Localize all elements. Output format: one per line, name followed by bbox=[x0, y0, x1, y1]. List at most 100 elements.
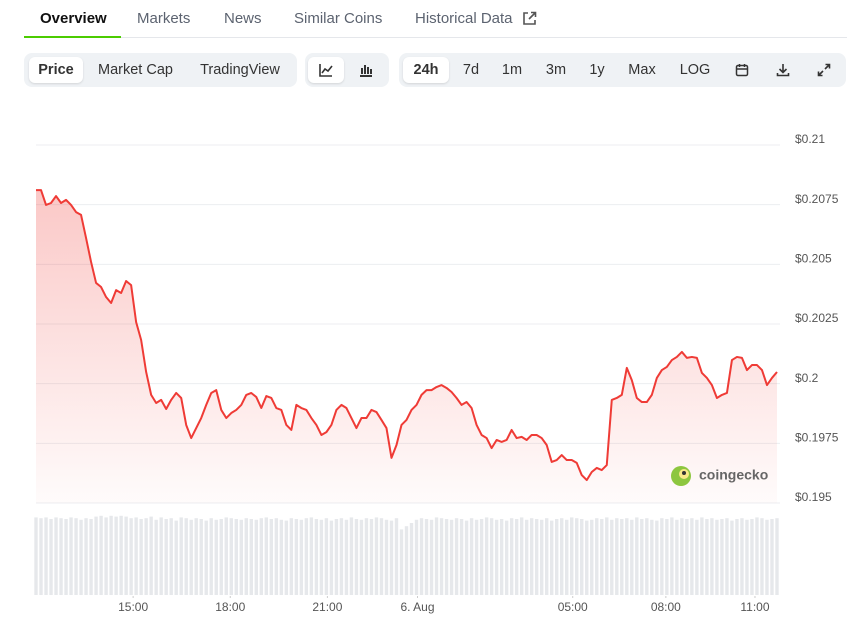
volume-bar bbox=[514, 519, 519, 595]
chart-type-button[interactable]: TradingView bbox=[200, 62, 280, 78]
volume-bar bbox=[129, 518, 133, 595]
volume-bar bbox=[369, 519, 374, 595]
volume-bar bbox=[695, 519, 699, 595]
range-button[interactable]: 7d bbox=[462, 62, 480, 78]
fullscreen-button[interactable] bbox=[811, 57, 837, 83]
volume-bar bbox=[269, 519, 274, 595]
volume-bar bbox=[770, 519, 774, 595]
volume-bar bbox=[204, 520, 208, 595]
download-button[interactable] bbox=[770, 57, 796, 83]
volume-bar bbox=[544, 518, 549, 595]
calendar-button[interactable] bbox=[729, 57, 755, 83]
volume-bar bbox=[459, 519, 464, 595]
volume-bar bbox=[675, 519, 679, 595]
volume-bar bbox=[705, 519, 709, 595]
volume-bar bbox=[294, 519, 299, 595]
volume-bar bbox=[499, 519, 504, 595]
range-button[interactable]: 3m bbox=[545, 62, 567, 78]
range-button[interactable]: 1m bbox=[501, 62, 523, 78]
volume-bar bbox=[199, 519, 203, 595]
volume-bar bbox=[740, 518, 744, 595]
volume-bar bbox=[625, 518, 629, 595]
tab[interactable]: Overview bbox=[40, 10, 107, 27]
x-tick-label: 15:00 bbox=[118, 600, 148, 614]
volume-bar bbox=[660, 518, 664, 595]
volume-bar bbox=[685, 519, 689, 595]
tab[interactable]: News bbox=[224, 10, 262, 27]
volume-bar bbox=[434, 517, 439, 595]
chart-type-button[interactable]: Market Cap bbox=[98, 62, 173, 78]
volume-bar bbox=[74, 518, 78, 595]
volume-bar bbox=[34, 517, 38, 595]
volume-bar bbox=[700, 517, 704, 595]
volume-bar bbox=[289, 518, 294, 595]
tab[interactable]: Similar Coins bbox=[294, 10, 383, 27]
candle-chart-button[interactable] bbox=[348, 57, 384, 83]
volume-bar bbox=[640, 519, 644, 595]
volume-bar bbox=[580, 519, 584, 595]
volume-bar bbox=[630, 519, 634, 595]
volume-bar bbox=[489, 518, 494, 595]
volume-bar bbox=[349, 517, 354, 595]
external-link-icon[interactable] bbox=[522, 11, 537, 26]
volume-bar bbox=[720, 519, 724, 595]
area-fill bbox=[36, 190, 777, 504]
volume-bar bbox=[229, 518, 233, 595]
volume-bar bbox=[750, 519, 754, 595]
line-chart-button[interactable] bbox=[308, 57, 344, 83]
volume-bar bbox=[239, 519, 243, 595]
volume-bar bbox=[389, 520, 394, 595]
volume-bar bbox=[519, 517, 524, 595]
range-button[interactable]: Max bbox=[628, 62, 656, 78]
range-button[interactable]: 24h bbox=[403, 57, 449, 83]
volume-bar bbox=[354, 519, 359, 595]
volume-bar bbox=[560, 518, 564, 595]
volume-bar bbox=[620, 519, 624, 595]
volume-bar bbox=[585, 520, 589, 595]
volume-bar bbox=[650, 519, 654, 595]
volume-bar bbox=[464, 520, 469, 595]
volume-bar bbox=[224, 517, 228, 595]
range-button[interactable]: 1y bbox=[589, 62, 605, 78]
volume-bar bbox=[539, 519, 544, 595]
volume-bar bbox=[549, 520, 554, 595]
volume-bar bbox=[725, 518, 729, 595]
volume-bar bbox=[710, 518, 714, 595]
tab[interactable]: Markets bbox=[137, 10, 191, 27]
tab[interactable]: Historical Data bbox=[415, 10, 513, 27]
range-button[interactable]: LOG bbox=[679, 62, 711, 78]
volume-bar bbox=[555, 519, 559, 595]
volume-bar bbox=[189, 519, 193, 595]
volume-bar bbox=[309, 517, 314, 595]
volume-bar bbox=[605, 517, 609, 595]
volume-bar bbox=[735, 519, 739, 595]
y-tick-label: $0.21 bbox=[795, 132, 825, 146]
volume-bar bbox=[479, 519, 484, 595]
volume-bar bbox=[164, 519, 168, 595]
volume-bar bbox=[279, 519, 284, 595]
volume-bar bbox=[194, 518, 198, 595]
volume-bar bbox=[439, 518, 444, 595]
x-tick-label: 05:00 bbox=[558, 600, 588, 614]
chart-type-button[interactable]: Price bbox=[29, 57, 83, 83]
volume-bar bbox=[680, 518, 684, 595]
x-tick-label: 11:00 bbox=[740, 600, 769, 614]
volume-bar bbox=[474, 519, 479, 595]
volume-bar bbox=[745, 519, 749, 595]
y-tick-label: $0.2025 bbox=[795, 311, 839, 325]
volume-bar bbox=[730, 520, 734, 595]
volume-bar bbox=[109, 515, 113, 595]
volume-bar bbox=[565, 519, 569, 595]
volume-bar bbox=[184, 518, 188, 595]
x-tick-label: 08:00 bbox=[651, 600, 681, 614]
volume-bar bbox=[209, 518, 213, 595]
y-tick-label: $0.205 bbox=[795, 252, 832, 266]
volume-bar bbox=[409, 523, 414, 595]
volume-bar bbox=[324, 518, 329, 595]
volume-bar bbox=[590, 519, 594, 595]
y-tick-label: $0.2 bbox=[795, 371, 819, 385]
volume-bar bbox=[119, 515, 123, 595]
volume-bar bbox=[429, 519, 434, 595]
volume-bar bbox=[94, 516, 98, 595]
volume-bar bbox=[419, 518, 424, 595]
